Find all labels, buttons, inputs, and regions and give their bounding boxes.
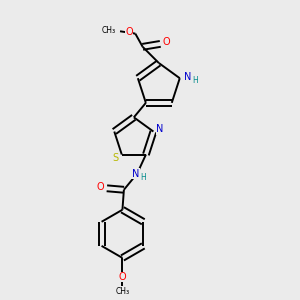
- Text: N: N: [132, 169, 139, 178]
- Text: O: O: [96, 182, 103, 192]
- Text: O: O: [163, 38, 171, 47]
- Text: S: S: [112, 153, 119, 163]
- Text: N: N: [156, 124, 164, 134]
- Text: O: O: [125, 27, 133, 37]
- Text: O: O: [118, 272, 126, 282]
- Text: CH₃: CH₃: [102, 26, 116, 35]
- Text: H: H: [141, 173, 146, 182]
- Text: N: N: [184, 72, 192, 82]
- Text: H: H: [192, 76, 198, 85]
- Text: CH₃: CH₃: [116, 287, 130, 296]
